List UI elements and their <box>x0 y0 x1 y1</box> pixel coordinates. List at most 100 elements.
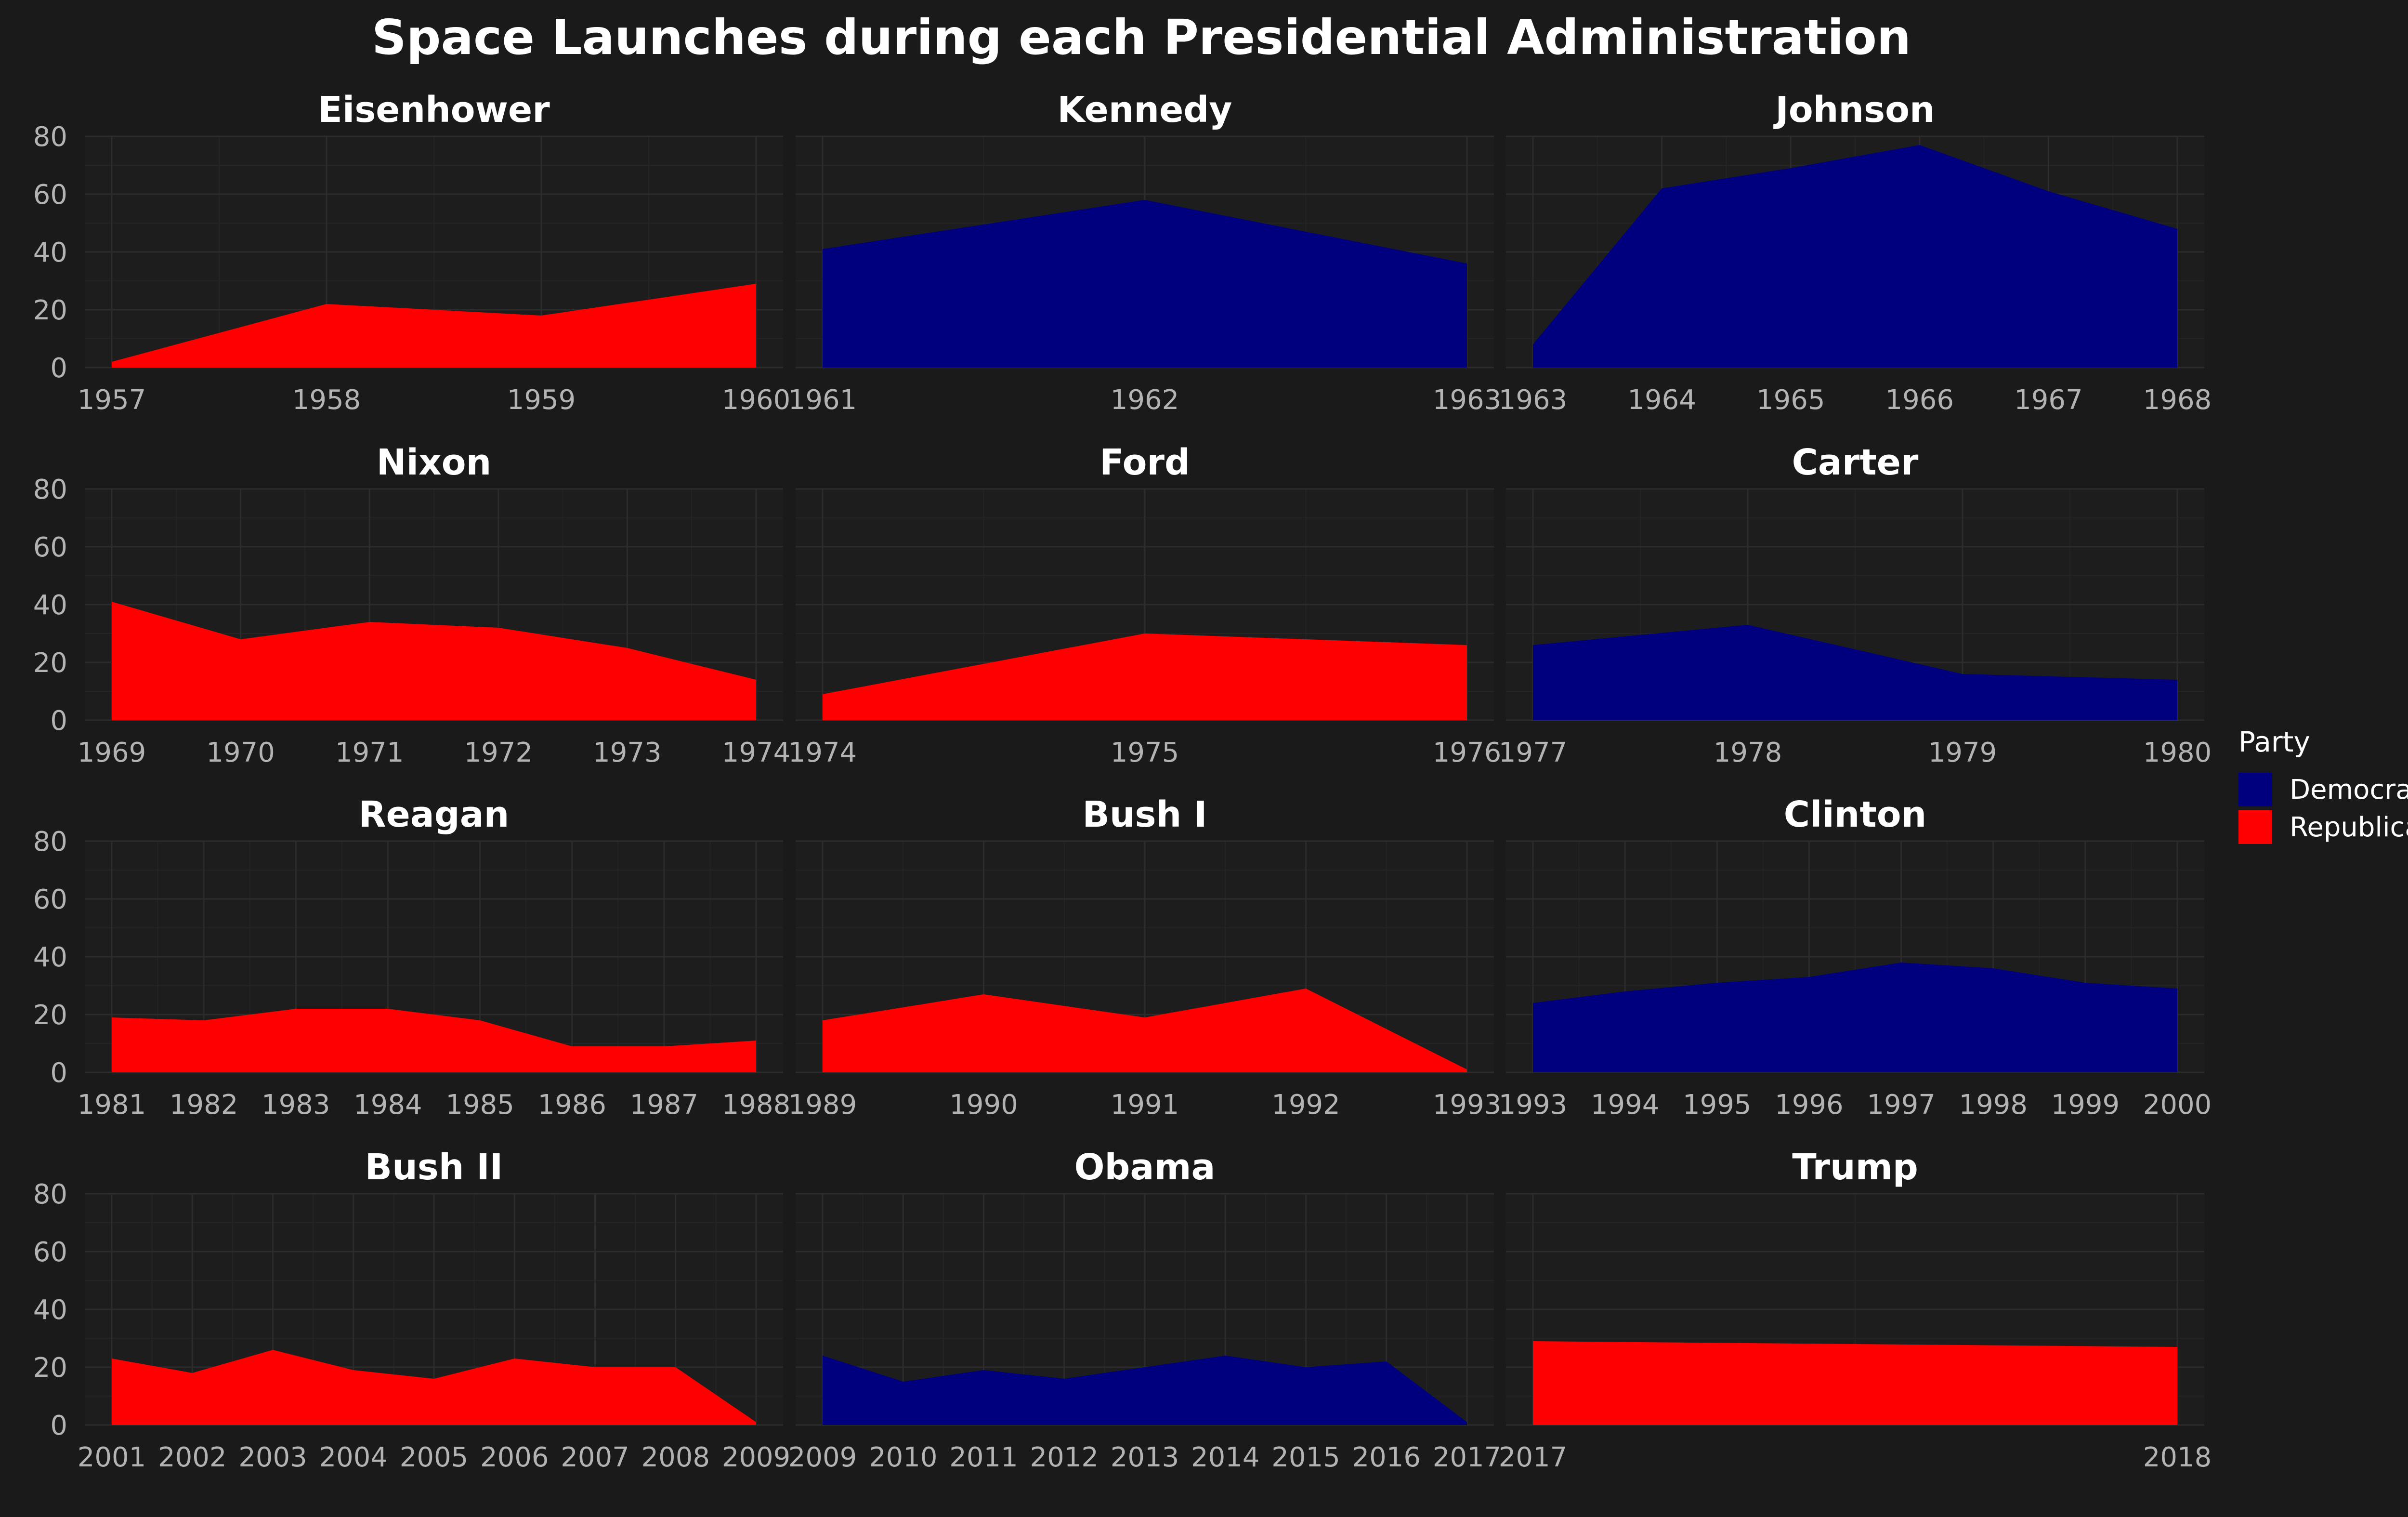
panel-clinton: Clinton 1993 1994 1995 1996 1997 1998 1999 2000 <box>1499 794 2212 1121</box>
legend: Party Democrat Republican <box>2238 726 2408 844</box>
x-tick-label: 1970 <box>206 737 275 768</box>
y-tick-label: 20 <box>33 1000 67 1031</box>
x-tick-label: 2018 <box>2143 1442 2212 1473</box>
x-tick-label: 1974 <box>722 737 791 768</box>
y-tick-label: 60 <box>33 179 67 211</box>
x-tick-label: 1972 <box>464 737 533 768</box>
x-tick-label: 2008 <box>641 1442 710 1473</box>
chart-title: Space Launches during each Presidential … <box>372 9 1911 66</box>
x-tick-label: 2004 <box>319 1442 388 1473</box>
x-tick-label: 1987 <box>630 1089 699 1121</box>
y-tick-label: 40 <box>33 942 67 973</box>
x-tick-label: 1963 <box>1499 384 1568 416</box>
x-tick-label: 1995 <box>1683 1089 1752 1121</box>
x-tick-label: 1999 <box>2051 1089 2120 1121</box>
x-tick-label: 1996 <box>1775 1089 1844 1121</box>
panel-title: Carter <box>1792 442 1919 483</box>
x-tick-label: 1975 <box>1111 737 1179 768</box>
area-series <box>823 1356 1467 1425</box>
x-tick-label: 2017 <box>1433 1442 1502 1473</box>
area-series <box>823 200 1467 368</box>
x-tick-label: 1976 <box>1433 737 1502 768</box>
legend-label: Republican <box>2290 812 2408 843</box>
y-tick-label: 60 <box>33 884 67 915</box>
x-tick-label: 2006 <box>480 1442 549 1473</box>
area-series <box>1533 963 2177 1072</box>
panel-title: Bush II <box>365 1147 503 1188</box>
y-tick-label: 20 <box>33 647 67 679</box>
x-tick-label: 1984 <box>353 1089 422 1121</box>
y-tick-label: 60 <box>33 1237 67 1268</box>
panel-title: Obama <box>1074 1147 1216 1188</box>
x-tick-label: 1973 <box>593 737 662 768</box>
x-tick-label: 2005 <box>400 1442 469 1473</box>
x-tick-label: 2009 <box>788 1442 857 1473</box>
area-series <box>1533 145 2177 368</box>
x-tick-label: 1960 <box>722 384 791 416</box>
x-tick-label: 1971 <box>335 737 404 768</box>
x-tick-label: 2016 <box>1352 1442 1421 1473</box>
x-tick-label: 1966 <box>1885 384 1954 416</box>
y-tick-label: 40 <box>33 1294 67 1326</box>
y-tick-label: 40 <box>33 237 67 268</box>
area-series <box>112 602 756 720</box>
x-tick-label: 1985 <box>445 1089 514 1121</box>
x-tick-label: 1969 <box>78 737 146 768</box>
x-tick-label: 1989 <box>788 1089 857 1121</box>
area-series <box>823 633 1467 720</box>
facet-panels: Eisenhower 1957 1958 1959 1960 0 20 40 60 80 Kenne… <box>33 89 2212 1473</box>
panel-nixon: Nixon 1969 1970 1971 1972 1973 1974 0 20 40 60 80 <box>33 442 791 768</box>
panel-eisenhower: Eisenhower 1957 1958 1959 1960 0 20 40 60 80 <box>33 89 791 416</box>
x-tick-label: 1997 <box>1867 1089 1936 1121</box>
x-tick-label: 1983 <box>262 1089 330 1121</box>
legend-title: Party <box>2238 726 2310 758</box>
legend-label: Democrat <box>2290 774 2408 805</box>
x-tick-label: 1957 <box>78 384 146 416</box>
x-tick-label: 1992 <box>1271 1089 1340 1121</box>
x-tick-label: 2017 <box>1499 1442 1568 1473</box>
x-tick-label: 2012 <box>1030 1442 1099 1473</box>
y-tick-label: 0 <box>50 353 67 384</box>
area-series <box>112 1009 756 1072</box>
x-tick-label: 1994 <box>1591 1089 1660 1121</box>
y-tick-label: 20 <box>33 295 67 326</box>
x-tick-label: 2007 <box>561 1442 629 1473</box>
area-series <box>112 284 756 368</box>
panel-title: Bush I <box>1082 794 1207 835</box>
x-tick-label: 1968 <box>2143 384 2212 416</box>
x-tick-label: 1964 <box>1627 384 1696 416</box>
panel-title: Johnson <box>1773 89 1935 131</box>
y-tick-label: 80 <box>33 121 67 153</box>
panel-johnson: Johnson 1963 1964 1965 1966 1967 1968 <box>1499 89 2212 416</box>
panel-ford: Ford 1974 1975 1976 <box>788 442 1502 768</box>
y-tick-label: 80 <box>33 1179 67 1210</box>
x-tick-label: 2014 <box>1191 1442 1260 1473</box>
x-tick-label: 1974 <box>788 737 857 768</box>
x-tick-label: 1998 <box>1959 1089 2028 1121</box>
x-tick-label: 2003 <box>238 1442 307 1473</box>
x-tick-label: 2000 <box>2143 1089 2212 1121</box>
area-series <box>112 1350 756 1425</box>
x-tick-label: 1961 <box>788 384 857 416</box>
legend-swatch <box>2238 773 2272 806</box>
panel-bush-ii: Bush II 2001 2002 2003 2004 2005 2006 2007 2008 2… <box>33 1147 791 1473</box>
panel-title: Nixon <box>377 442 492 483</box>
panel-title: Clinton <box>1784 794 1927 835</box>
x-tick-label: 1978 <box>1714 737 1782 768</box>
panel-reagan: Reagan 1981 1982 1983 1984 1985 1986 1987 1988 0 2… <box>33 794 791 1121</box>
x-tick-label: 1981 <box>78 1089 146 1121</box>
x-tick-label: 1962 <box>1111 384 1179 416</box>
y-tick-label: 0 <box>50 1057 67 1089</box>
panel-obama: Obama 2009 2010 2011 2012 2013 2014 2015 2016 201… <box>788 1147 1502 1473</box>
x-tick-label: 1958 <box>292 384 361 416</box>
y-tick-label: 80 <box>33 474 67 505</box>
x-tick-label: 2011 <box>949 1442 1018 1473</box>
x-tick-label: 1980 <box>2143 737 2212 768</box>
x-tick-label: 1988 <box>722 1089 791 1121</box>
x-tick-label: 1990 <box>949 1089 1018 1121</box>
y-tick-label: 20 <box>33 1352 67 1384</box>
y-tick-label: 0 <box>50 705 67 737</box>
y-tick-label: 60 <box>33 532 67 563</box>
panel-title: Kennedy <box>1058 89 1232 131</box>
